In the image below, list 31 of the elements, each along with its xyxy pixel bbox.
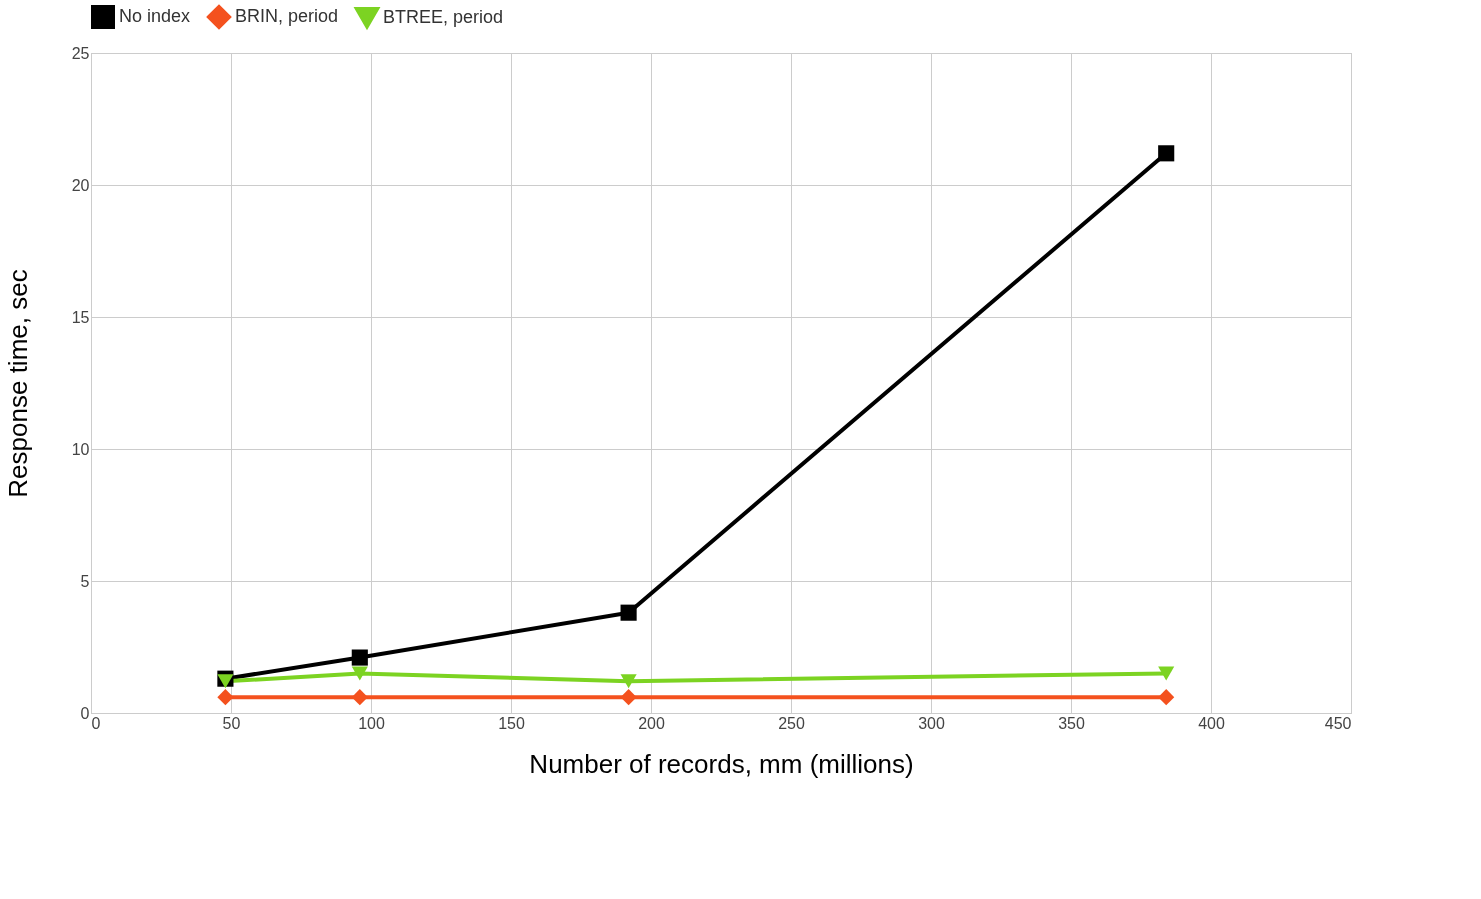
x-tick-label: 400 — [1198, 714, 1225, 732]
x-tick-label: 150 — [498, 714, 525, 732]
x-tick-label: 100 — [358, 714, 385, 732]
legend-label: BTREE, period — [383, 6, 504, 27]
legend-label: No index — [119, 6, 191, 26]
y-tick-label: 20 — [71, 176, 90, 194]
point — [1158, 145, 1175, 162]
point — [217, 674, 234, 689]
y-axis-title: Response time, sec — [2, 269, 33, 498]
y-tick-label: 25 — [71, 44, 90, 62]
x-tick-label: 350 — [1058, 714, 1085, 732]
x-tick-label: 250 — [778, 714, 805, 732]
point — [217, 689, 234, 706]
point — [351, 689, 368, 706]
point — [1158, 666, 1175, 681]
x-tick-label: 300 — [918, 714, 945, 732]
point — [351, 666, 368, 681]
y-tick-label: 5 — [80, 572, 90, 590]
x-axis-title: Number of records, mm (millions) — [529, 748, 914, 779]
point — [351, 649, 368, 666]
x-tick-label: 450 — [1324, 714, 1352, 732]
x-tick-label: 200 — [638, 714, 665, 732]
point — [1158, 689, 1175, 706]
point — [620, 604, 637, 621]
x-tick-label: 50 — [222, 714, 241, 732]
y-tick-label: 15 — [71, 308, 90, 326]
x-tick-label: 0 — [91, 714, 101, 732]
point — [620, 689, 637, 706]
point — [620, 674, 637, 689]
y-tick-label: 10 — [71, 440, 90, 458]
legend-label: BRIN, period — [235, 6, 339, 26]
